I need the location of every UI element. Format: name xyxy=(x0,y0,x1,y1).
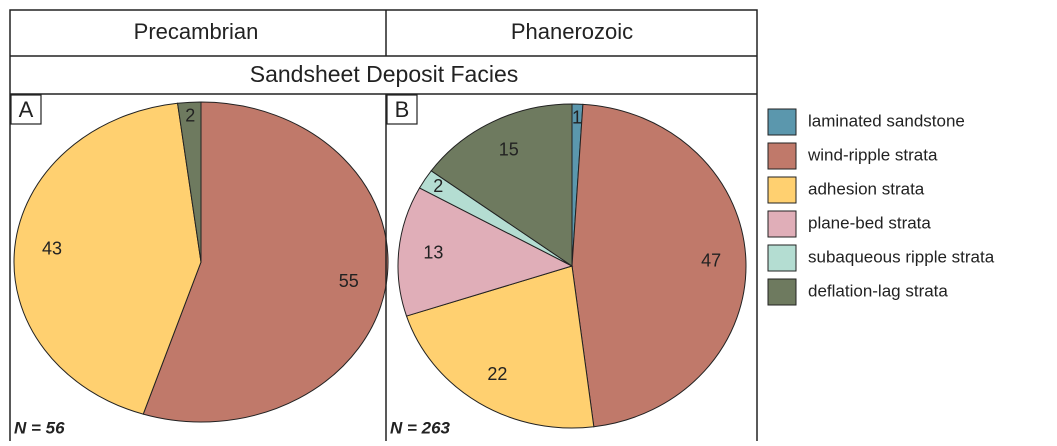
panel-label: B xyxy=(395,97,410,122)
frame xyxy=(9,9,758,446)
legend-label: wind-ripple strata xyxy=(807,145,938,164)
slice-label: 47 xyxy=(701,251,721,271)
legend-swatch xyxy=(767,142,797,170)
sample-size: N = 56 xyxy=(14,418,65,437)
slice-label: 15 xyxy=(499,139,519,159)
slice-label: 13 xyxy=(423,243,443,263)
legend-label: plane-bed strata xyxy=(808,213,931,232)
slice-label: 55 xyxy=(339,271,359,291)
slice-label: 1 xyxy=(572,107,582,127)
pie-slice xyxy=(405,265,595,429)
panel-box xyxy=(386,94,418,125)
legend-label: deflation-lag strata xyxy=(808,281,948,300)
column-header: Precambrian xyxy=(134,19,259,44)
legend-swatch xyxy=(767,278,797,306)
column-header: Phanerozoic xyxy=(511,19,633,44)
legend-swatch xyxy=(767,176,797,204)
slice-label: 2 xyxy=(185,105,195,125)
legend-label: laminated sandstone xyxy=(808,111,965,130)
sample-size: N = 263 xyxy=(390,418,451,437)
pie-slice xyxy=(397,187,574,317)
pie-slice xyxy=(430,103,573,267)
slice-label: 2 xyxy=(433,176,443,196)
legend-label: adhesion strata xyxy=(808,179,925,198)
pies: 55 43 2 1 47 22 13 2 15 xyxy=(13,101,747,429)
slice-label: 43 xyxy=(42,239,62,259)
pie-slice xyxy=(571,103,747,428)
chart-title: Sandsheet Deposit Facies xyxy=(250,61,519,87)
pie-slice xyxy=(176,101,202,263)
legend-label: subaqueous ripple strata xyxy=(808,247,995,266)
legend-swatch xyxy=(767,108,797,136)
slice-label: 22 xyxy=(487,364,507,384)
legend-swatch xyxy=(767,244,797,272)
panel-box xyxy=(10,94,42,125)
legend-swatch xyxy=(767,210,797,238)
pie-slice xyxy=(13,102,202,415)
panel-label: A xyxy=(19,97,34,122)
